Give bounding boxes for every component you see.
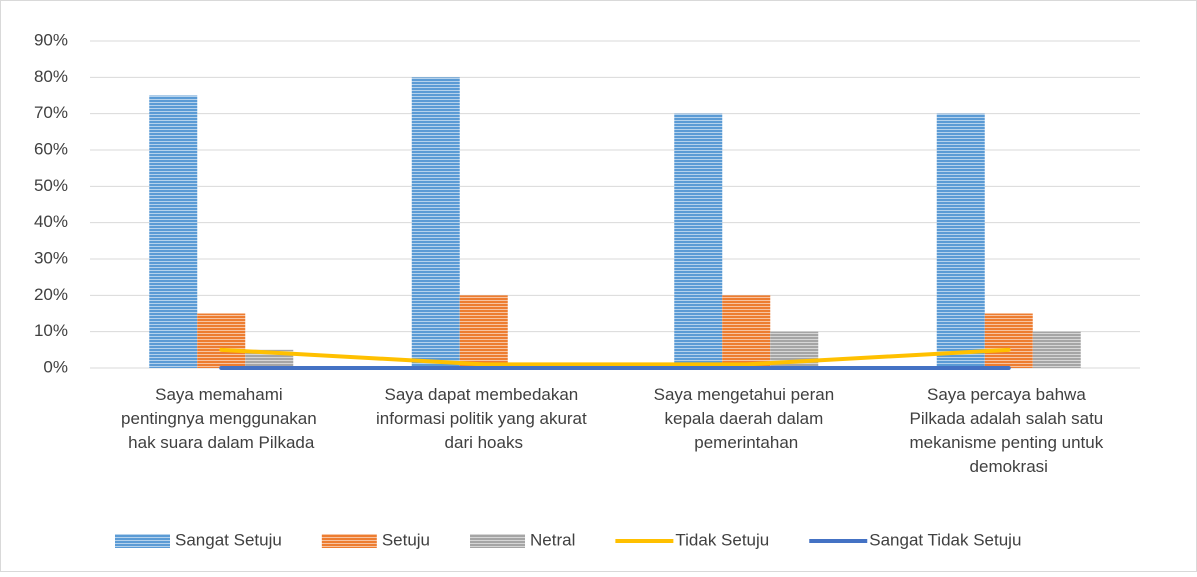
bar — [149, 95, 198, 368]
legend-swatch — [115, 534, 170, 548]
y-tick-label: 80% — [34, 67, 68, 86]
legend-label: Netral — [530, 530, 575, 549]
bar — [984, 313, 1033, 368]
legend-swatch — [470, 534, 526, 548]
x-tick-label: Saya percaya bahwa Pilkada adalah salah … — [910, 385, 1108, 476]
x-tick-label: Saya dapat membedakan informasi politik … — [376, 385, 591, 452]
legend-swatch — [321, 534, 377, 548]
legend-label: Sangat Setuju — [175, 530, 282, 549]
y-tick-label: 30% — [34, 248, 68, 267]
bar — [411, 77, 460, 368]
y-tick-label: 40% — [34, 212, 68, 231]
bar — [722, 295, 771, 368]
bar — [936, 113, 985, 369]
bar — [674, 113, 723, 369]
y-tick-label: 20% — [34, 285, 68, 304]
line-series — [219, 347, 1011, 367]
y-tick-label: 10% — [34, 321, 68, 340]
y-tick-label: 50% — [34, 176, 68, 195]
legend-label: Setuju — [382, 530, 430, 549]
legend-label: Sangat Tidak Setuju — [869, 530, 1021, 549]
y-tick-label: 70% — [34, 103, 68, 122]
bar — [1032, 331, 1081, 368]
x-tick-label: Saya mengetahui peran kepala daerah dala… — [654, 385, 839, 452]
x-tick-label: Saya memahami pentingnya menggunakan hak… — [121, 385, 321, 452]
y-tick-label: 0% — [43, 357, 68, 376]
y-tick-label: 60% — [34, 139, 68, 158]
bar — [197, 313, 246, 368]
legend-label: Tidak Setuju — [675, 530, 769, 549]
bar — [459, 295, 508, 368]
y-tick-label: 90% — [34, 30, 68, 49]
